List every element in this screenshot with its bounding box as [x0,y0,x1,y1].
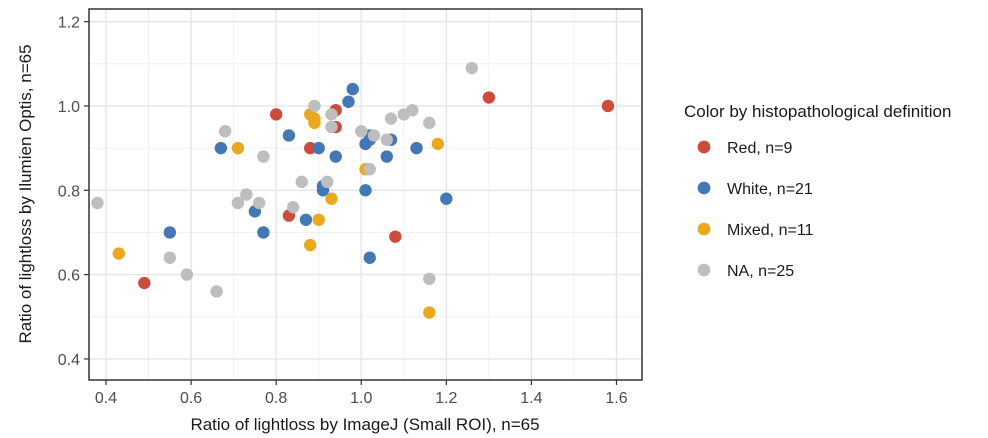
data-point [240,188,253,201]
data-point [269,108,283,121]
x-axis-title: Ratio of lightloss by ImageJ (Small ROI)… [190,415,539,434]
y-tick-label: 0.8 [58,183,80,200]
data-point [423,306,436,319]
x-axis-ticks: 0.4 0.6 0.8 1.0 1.2 1.4 1.6 [95,380,628,407]
data-point [342,95,355,108]
data-point [423,272,436,286]
data-point [252,196,266,210]
data-point [112,247,125,260]
grid-minor [89,9,642,380]
y-tick-label: 1.2 [58,15,80,32]
data-point [321,175,334,189]
data-point [410,141,423,155]
data-point [91,196,104,210]
data-point [380,150,393,163]
data-point [325,192,338,205]
data-point [231,141,245,155]
data-point [363,163,376,176]
grid-major [89,9,642,380]
data-point [231,196,245,210]
legend-label: NA, n=25 [727,263,794,280]
y-axis-title: Ratio of lightloss by Ilumien Optis, n=6… [16,44,35,343]
data-point [363,251,376,264]
data-point [295,175,308,189]
data-point [218,125,232,138]
data-point [163,251,177,264]
y-tick-label: 0.4 [58,352,80,369]
data-point [325,108,338,121]
data-point [163,226,177,239]
plot-border [88,8,643,381]
data-point [299,213,313,226]
data-point [257,226,270,239]
data-point [308,112,321,125]
legend-items: Red, n=9 White, n=21 Mixed, n=11 NA, n=25 [697,140,814,280]
data-point [384,112,398,125]
x-tick-label: 0.8 [265,390,287,407]
series-2 [112,108,445,319]
data-point [440,192,453,205]
data-point [312,213,325,226]
legend-key [697,263,711,277]
data-point [423,116,436,130]
legend-key [697,222,711,236]
data-point [210,285,223,298]
data-point [601,99,615,113]
legend-key [697,181,711,195]
data-point [304,141,317,155]
data-point [431,137,445,151]
x-tick-label: 1.6 [605,390,627,407]
x-tick-label: 0.4 [95,390,117,407]
y-tick-label: 1.0 [58,99,80,116]
data-point [346,82,359,96]
data-point [367,129,381,142]
data-point [329,150,342,163]
x-tick-label: 0.6 [180,390,202,407]
legend-label: White, n=21 [727,181,813,198]
x-tick-label: 1.2 [435,390,457,407]
data-point [180,268,194,281]
data-point [325,120,338,134]
legend-label: Red, n=9 [727,140,792,157]
data-point [312,141,325,155]
x-tick-label: 1.0 [350,390,372,407]
legend-title: Color by histopathological definition [684,102,951,121]
legend: Color by histopathological definition Re… [684,102,951,280]
data-point [359,184,372,197]
data-point [138,276,151,290]
plot-area [88,8,643,381]
data-point [257,150,270,163]
data-point [308,99,321,113]
data-points [91,61,615,319]
data-point [286,200,300,214]
data-point [304,238,317,252]
data-point [389,230,402,243]
data-point [380,133,393,146]
legend-key [697,140,711,154]
series-3 [91,61,479,298]
data-point [282,129,296,142]
y-tick-label: 0.6 [58,268,80,285]
data-point [406,103,419,117]
data-point [214,141,228,155]
data-point [465,61,479,75]
data-point [482,91,496,104]
x-tick-label: 1.4 [520,390,542,407]
series-0 [138,91,615,290]
y-axis-ticks: 0.4 0.6 0.8 1.0 1.2 [58,15,89,369]
data-point [355,125,368,138]
legend-label: Mixed, n=11 [727,222,814,239]
